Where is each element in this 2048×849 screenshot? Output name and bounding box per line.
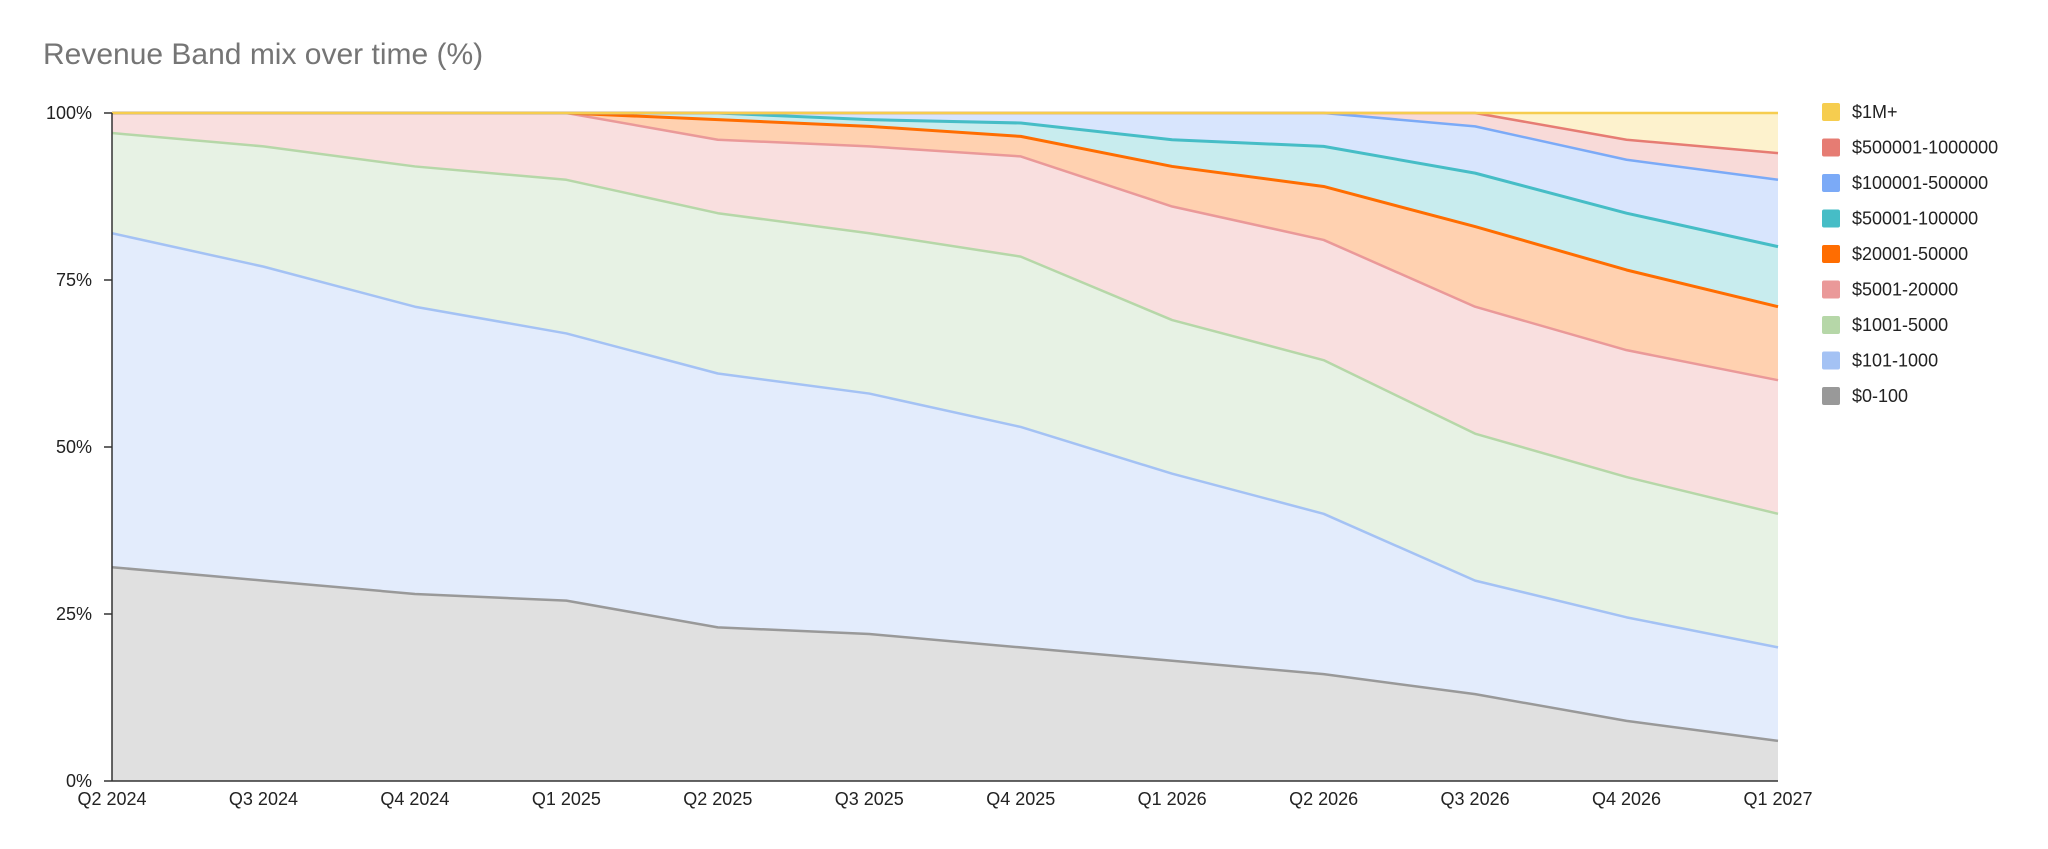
legend-swatch-0 [1822, 387, 1840, 405]
x-tick-label-8: Q2 2026 [1289, 789, 1358, 809]
legend-label-3: $5001-20000 [1852, 280, 1958, 300]
legend-entry-1[interactable]: $101-1000 [1822, 351, 1938, 371]
x-tick-label-1: Q3 2024 [229, 789, 298, 809]
x-tick-label-10: Q4 2026 [1592, 789, 1661, 809]
x-tick-label-2: Q4 2024 [380, 789, 449, 809]
y-tick-label-4: 100% [46, 103, 92, 123]
legend-swatch-4 [1822, 245, 1840, 263]
legend-entry-2[interactable]: $1001-5000 [1822, 315, 1948, 335]
area-series-3 [112, 113, 1778, 514]
legend-label-8: $1M+ [1852, 102, 1898, 122]
legend-entry-0[interactable]: $0-100 [1822, 386, 1908, 406]
legend-label-6: $100001-500000 [1852, 173, 1988, 193]
y-tick-label-3: 75% [56, 270, 92, 290]
area-series-2 [112, 133, 1778, 648]
legend-label-5: $50001-100000 [1852, 209, 1978, 229]
area-series-6 [112, 113, 1778, 247]
x-tick-label-7: Q1 2026 [1138, 789, 1207, 809]
x-tick-label-6: Q4 2025 [986, 789, 1055, 809]
x-tick-label-5: Q3 2025 [835, 789, 904, 809]
legend-label-0: $0-100 [1852, 386, 1908, 406]
x-tick-label-11: Q1 2027 [1743, 789, 1812, 809]
y-tick-label-1: 25% [56, 604, 92, 624]
area-series-1 [112, 233, 1778, 741]
legend-swatch-8 [1822, 103, 1840, 121]
legend-label-2: $1001-5000 [1852, 315, 1948, 335]
legend-entry-6[interactable]: $100001-500000 [1822, 173, 1988, 193]
area-series-8 [112, 113, 1778, 154]
x-tick-label-9: Q3 2026 [1441, 789, 1510, 809]
area-series-5 [112, 113, 1778, 307]
legend-entry-3[interactable]: $5001-20000 [1822, 280, 1958, 300]
y-tick-label-0: 0% [66, 771, 92, 791]
legend-swatch-2 [1822, 316, 1840, 334]
x-tick-label-4: Q2 2025 [683, 789, 752, 809]
legend-swatch-3 [1822, 280, 1840, 299]
legend-swatch-7 [1822, 138, 1840, 157]
area-series-4 [112, 113, 1778, 381]
legend-label-1: $101-1000 [1852, 351, 1938, 371]
legend-swatch-1 [1822, 351, 1840, 370]
y-tick-label-2: 50% [56, 437, 92, 457]
line-series-0 [111, 565, 1779, 743]
line-series-2 [111, 131, 1779, 516]
area-layer [112, 113, 1778, 781]
line-series-1 [111, 232, 1779, 649]
chart-title: Revenue Band mix over time (%) [43, 38, 484, 71]
x-tick-label-0: Q2 2024 [77, 789, 146, 809]
legend-label-4: $20001-50000 [1852, 244, 1968, 264]
legend-entry-5[interactable]: $50001-100000 [1822, 209, 1978, 229]
x-tick-label-3: Q1 2025 [532, 789, 601, 809]
line-layer [111, 111, 1779, 743]
legend-entry-4[interactable]: $20001-50000 [1822, 244, 1968, 264]
legend-entry-7[interactable]: $500001-1000000 [1822, 138, 1998, 158]
legend-swatch-5 [1822, 209, 1840, 228]
axis-layer: 0% 25% 50% 75% 100% Q2 2024 Q3 2024 Q4 2024 Q1 2… [46, 103, 1813, 809]
legend-label-7: $500001-1000000 [1852, 138, 1998, 158]
area-series-0 [112, 567, 1778, 781]
legend-layer[interactable]: $1M+ $500001-1000000 $100001-500000 $50001-… [1822, 102, 1998, 406]
legend-swatch-6 [1822, 174, 1840, 192]
legend-entry-8[interactable]: $1M+ [1822, 102, 1898, 122]
